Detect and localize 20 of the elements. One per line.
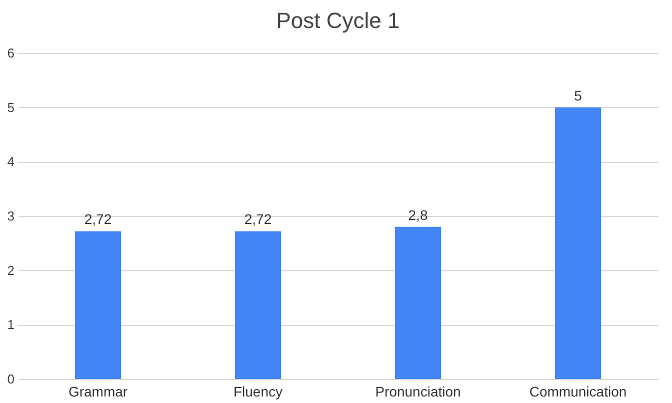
data-label: 2,72 (84, 211, 112, 228)
y-tick-label: 0 (7, 372, 14, 386)
y-tick-label: 5 (7, 100, 14, 115)
bar (395, 226, 441, 379)
y-tick-label: 3 (7, 208, 14, 224)
data-label: 2,72 (244, 211, 272, 228)
y-tick-label: 1 (7, 317, 14, 332)
data-label: 5 (574, 87, 582, 104)
y-tick-label: 2 (7, 262, 14, 278)
x-tick-label: Fluency (233, 384, 283, 400)
y-tick-label: 4 (7, 154, 14, 170)
x-tick-label: Pronunciation (375, 384, 461, 400)
bar (555, 107, 601, 379)
x-tick-label: Grammar (68, 384, 128, 400)
data-label: 2,8 (408, 206, 428, 223)
bar (235, 231, 281, 379)
bar (75, 231, 121, 379)
y-tick-label: 6 (7, 46, 14, 60)
chart-title: Post Cycle 1 (276, 8, 400, 33)
x-tick-label: Communication (529, 384, 627, 400)
